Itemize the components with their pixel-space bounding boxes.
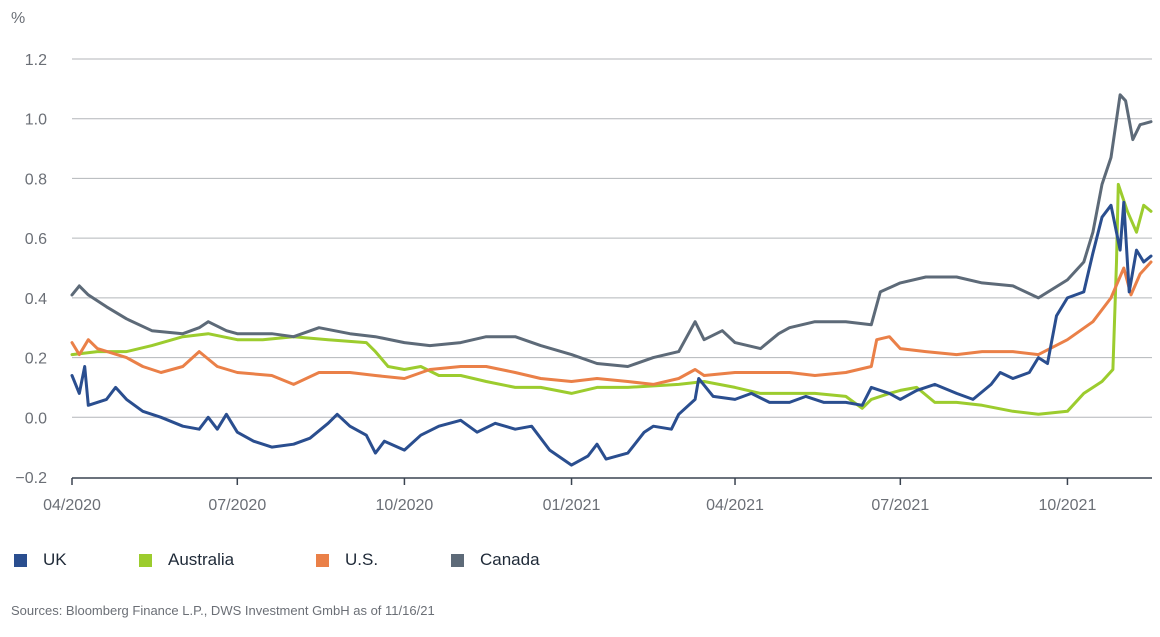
legend: UK Australia U.S. Canada xyxy=(14,550,540,570)
x-tick-label: 04/2021 xyxy=(706,497,764,514)
series-line-canada xyxy=(70,93,1153,368)
legend-item-us: U.S. xyxy=(316,550,451,570)
y-tick-label: 0.4 xyxy=(25,291,47,308)
x-tick-label: 04/2020 xyxy=(43,497,101,514)
y-tick-label: 0.6 xyxy=(25,231,47,248)
y-tick-label: 1.2 xyxy=(25,52,47,69)
legend-swatch-uk xyxy=(14,553,27,567)
legend-label-us: U.S. xyxy=(345,550,379,569)
y-axis-ticks: 1.2 1.0 0.8 0.6 0.4 0.2 0.0 −0.2 xyxy=(15,52,47,487)
series-line-uk xyxy=(70,200,1153,467)
series-line-australia xyxy=(70,182,1153,416)
chart-area: % 1.2 1.0 0.8 0.6 0.4 0.2 0.0 −0.2 04/2020 07/20… xyxy=(11,10,1153,514)
legend-label-canada: Canada xyxy=(480,550,540,569)
legend-swatch-australia xyxy=(139,553,152,567)
y-tick-label: −0.2 xyxy=(15,470,47,487)
y-tick-label: 0.0 xyxy=(25,410,47,427)
source-note: Sources: Bloomberg Finance L.P., DWS Inv… xyxy=(11,603,435,618)
y-tick-label: 0.8 xyxy=(25,171,47,188)
legend-label-uk: UK xyxy=(43,550,67,569)
legend-swatch-us xyxy=(316,553,329,567)
y-tick-label: 1.0 xyxy=(25,112,47,129)
x-tick-label: 01/2021 xyxy=(543,497,601,514)
x-axis-ticks: 04/2020 07/2020 10/2020 01/2021 04/2021 07/20… xyxy=(43,477,1152,514)
gridlines xyxy=(72,58,1152,418)
x-tick-label: 10/2021 xyxy=(1039,497,1097,514)
legend-item-uk: UK xyxy=(14,550,139,570)
series-line-us xyxy=(70,260,1153,386)
legend-label-australia: Australia xyxy=(168,550,235,569)
legend-swatch-canada xyxy=(451,553,464,567)
series-lines xyxy=(70,93,1153,467)
x-tick-label: 07/2020 xyxy=(208,497,266,514)
y-axis-unit-label: % xyxy=(11,10,25,27)
x-tick-label: 07/2021 xyxy=(871,497,929,514)
legend-item-australia: Australia xyxy=(139,550,316,570)
y-tick-label: 0.2 xyxy=(25,351,47,368)
x-tick-label: 10/2020 xyxy=(375,497,433,514)
legend-item-canada: Canada xyxy=(451,550,540,570)
